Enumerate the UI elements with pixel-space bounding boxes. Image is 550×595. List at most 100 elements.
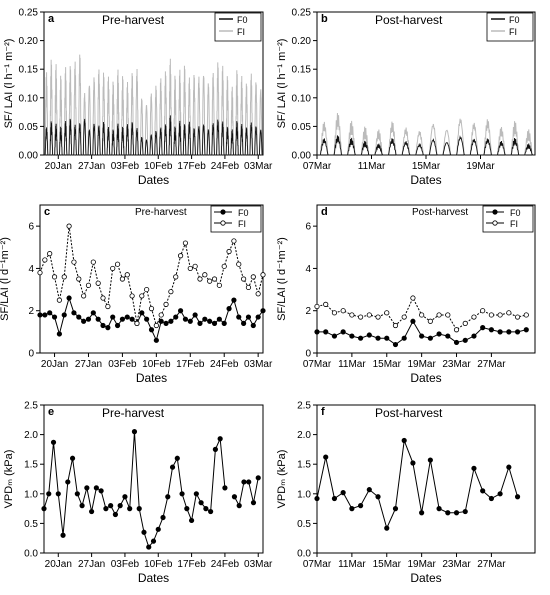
series-vpd-point: [55, 491, 61, 497]
series-vpd-point: [236, 503, 242, 509]
series-fi-point: [357, 314, 364, 320]
series-vpd-point: [184, 505, 190, 512]
series-fi-point: [124, 272, 130, 278]
legend-marker: [220, 209, 226, 215]
x-tick-label: 07Mar: [303, 161, 332, 172]
series-vpd-point: [60, 532, 66, 538]
legend-box: [210, 205, 262, 233]
series-fi-point: [163, 301, 169, 307]
series-vpd-point: [84, 485, 90, 491]
y-tick-label: 6: [28, 222, 34, 233]
series-f0-point: [514, 329, 521, 335]
series-fi-point: [51, 274, 58, 280]
x-tick-label: 03Mar: [244, 559, 273, 570]
series-fi-point: [95, 280, 101, 286]
x-tick-label: 03Feb: [111, 559, 140, 570]
series-fi-point: [331, 310, 338, 316]
series-fi-point: [90, 259, 96, 265]
y-tick-label: 2.0: [297, 430, 311, 441]
panel-title: Pre-harvest: [102, 406, 165, 420]
y-tick-label: 1.5: [24, 460, 38, 471]
series-vpd-point: [323, 454, 329, 460]
series-vpd-point: [453, 510, 460, 516]
y-axis-title: SF/LAI (l d⁻¹m⁻²): [276, 237, 288, 321]
series-fi-point: [445, 312, 451, 318]
y-tick-label: 0.15: [292, 65, 312, 76]
y-tick-label: 0: [305, 349, 311, 360]
series-f0-point: [357, 335, 364, 341]
series-fi-point: [506, 310, 512, 316]
series-vpd-point: [392, 505, 399, 512]
panel-title: Pre-harvest: [102, 13, 165, 27]
series-vpd-point: [217, 436, 223, 442]
y-tick-label: 0.15: [19, 65, 39, 76]
series-fi-point: [314, 303, 320, 310]
y-tick-label: 2: [305, 306, 311, 317]
series-fi-point: [85, 282, 92, 288]
y-tick-label: 0.0: [297, 549, 311, 560]
x-axis-title: Dates: [410, 173, 441, 187]
series-vpd-point: [79, 503, 85, 509]
legend-marker: [492, 209, 498, 215]
series-fi-point: [129, 293, 135, 299]
series-f0-point: [314, 329, 320, 335]
series-f0-point: [129, 316, 135, 322]
series-vpd-point: [401, 437, 407, 444]
series-vpd-point: [160, 514, 166, 521]
series-f0-point: [488, 327, 494, 333]
series-f0-point: [392, 341, 399, 348]
series-f0-point: [453, 339, 460, 346]
series-f0-point: [340, 329, 346, 335]
series-f0-line: [317, 320, 527, 346]
y-tick-label: 0.00: [19, 151, 39, 162]
series-vpd-point: [212, 446, 218, 452]
series-f0-point: [471, 333, 477, 339]
series-vpd-point: [188, 517, 195, 524]
x-tick-label: 17Feb: [176, 359, 205, 370]
y-axis-title: VPDₘ (kPa): [3, 450, 15, 509]
series-vpd-point: [165, 494, 171, 500]
series-vpd-point: [250, 500, 257, 506]
panel-c: 0 2 4 6 20Jan 27Jan 03Feb 10Feb 17Feb 24Feb 03Mar D…: [0, 204, 273, 385]
series-f0-point: [241, 320, 247, 326]
y-tick-label: 0.5: [24, 519, 38, 530]
series-f0-point: [37, 312, 43, 318]
series-fi-point: [523, 312, 529, 318]
legend-label: FI: [510, 219, 518, 229]
panel-a: 0.00 0.05 0.10 0.15 0.20 0.25 20Jan 27Jan 03Feb 1…: [3, 8, 273, 188]
y-axis-title: SF/ LAI (l h⁻¹ m⁻²): [3, 39, 15, 129]
series-fi-point: [182, 240, 189, 246]
series-f0-point: [197, 320, 203, 326]
series-fi-point: [260, 272, 266, 278]
series-f0-point: [506, 329, 512, 335]
series-vpd-point: [427, 457, 433, 463]
legend-marker: [492, 220, 498, 226]
series-fi-point: [427, 318, 433, 324]
x-tick-label: 20Jan: [45, 161, 72, 172]
series-vpd-point: [514, 494, 521, 500]
x-tick-label: 27Mar: [477, 359, 506, 370]
series-f0-point: [177, 308, 184, 314]
series-vpd-point: [497, 491, 503, 497]
series-f0-point: [71, 310, 77, 316]
series-fi-point: [42, 257, 48, 263]
x-tick-label: 03Feb: [111, 161, 140, 172]
legend-label: F0: [237, 15, 248, 25]
series-vpd-point: [506, 464, 512, 470]
x-tick-label: 11Mar: [338, 559, 366, 570]
x-tick-label: 20Jan: [41, 359, 68, 370]
series-vpd-point: [179, 491, 185, 497]
series-vpd-point: [410, 460, 416, 466]
panel-title: Post-harvest: [375, 406, 443, 420]
x-tick-label: 07Mar: [303, 559, 332, 570]
x-tick-label: 23Mar: [442, 559, 471, 570]
y-tick-label: 1.0: [24, 489, 38, 500]
y-tick-label: 0.05: [292, 122, 312, 133]
series-vpd-point: [255, 475, 261, 481]
x-tick-label: 24Feb: [211, 559, 240, 570]
series-f0-point: [139, 310, 145, 316]
series-f0-point: [427, 335, 433, 341]
series-vpd-point: [314, 495, 320, 502]
series-fi-point: [197, 276, 203, 282]
series-vpd-point: [198, 500, 204, 506]
